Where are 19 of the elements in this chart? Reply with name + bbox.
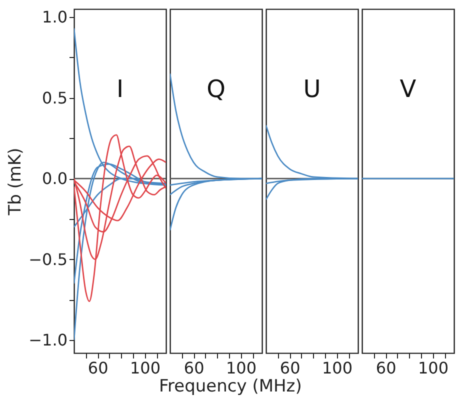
y-tick-label: 1.0 <box>42 8 68 27</box>
y-axis-title: Tb (mK) <box>6 148 26 216</box>
x-tick-label: 100 <box>226 358 257 378</box>
x-tick-label: 100 <box>322 358 353 378</box>
annotation: I <box>116 74 124 103</box>
annotation: V <box>400 74 417 103</box>
y-tick-label: −1.0 <box>28 330 68 350</box>
x-tick-label: 60 <box>376 358 396 378</box>
y-tick-label: 0.5 <box>42 88 68 108</box>
y-tick-label: 0.0 <box>42 169 68 188</box>
x-tick-label: 60 <box>280 358 300 378</box>
x-axis-title: Frequency (MHz) <box>158 376 302 397</box>
x-tick-label: 60 <box>88 358 108 378</box>
y-tick-label: −0.5 <box>28 250 68 269</box>
x-tick-label: 100 <box>418 358 449 378</box>
annotation: Q <box>206 74 226 103</box>
x-tick-label: 100 <box>130 358 161 378</box>
annotation: U <box>303 74 321 103</box>
x-tick-label: 60 <box>184 358 204 378</box>
